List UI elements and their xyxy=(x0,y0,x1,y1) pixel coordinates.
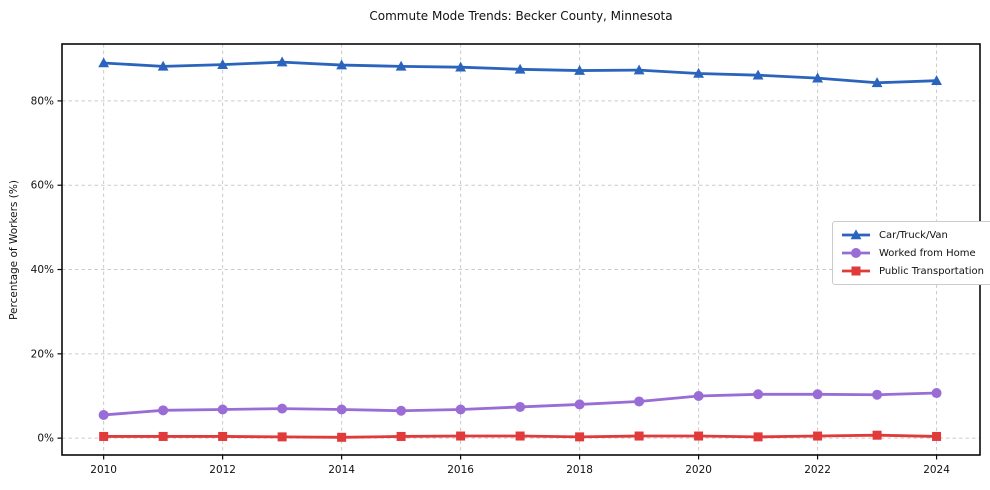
x-tick-label: 2022 xyxy=(804,464,831,476)
y-tick-label: 0% xyxy=(37,433,54,445)
legend-circle-marker-icon xyxy=(842,248,870,258)
data-point-triangle xyxy=(276,56,288,67)
chart-title: Commute Mode Trends: Becker County, Minn… xyxy=(369,9,673,23)
data-point-triangle xyxy=(752,69,764,80)
data-point-triangle xyxy=(157,60,169,71)
data-point-triangle xyxy=(514,63,526,74)
x-tick-label: 2014 xyxy=(328,464,355,476)
data-point-circle xyxy=(851,248,861,258)
y-tick-label: 20% xyxy=(31,348,54,360)
data-point-circle xyxy=(812,389,823,400)
data-point-square xyxy=(99,431,109,441)
data-point-square xyxy=(872,430,882,440)
data-point-circle xyxy=(98,409,109,420)
data-point-square xyxy=(932,431,942,441)
data-point-circle xyxy=(574,399,585,410)
data-point-square xyxy=(694,431,704,441)
data-point-circle xyxy=(277,403,288,414)
data-point-triangle xyxy=(812,72,823,83)
data-point-triangle xyxy=(633,64,645,75)
data-point-square xyxy=(753,432,763,442)
x-tick-label: 2016 xyxy=(447,464,474,476)
legend-item-car-truck-van: Car/Truck/Van xyxy=(841,228,984,242)
y-tick-label: 60% xyxy=(31,180,54,192)
data-point-square xyxy=(218,431,228,441)
data-point-circle xyxy=(158,405,169,416)
data-point-triangle xyxy=(217,59,229,69)
x-tick-label: 2020 xyxy=(685,464,712,476)
data-point-square xyxy=(277,432,287,442)
data-point-circle xyxy=(872,389,883,400)
legend-label: Car/Truck/Van xyxy=(879,229,948,241)
data-point-square xyxy=(851,266,861,276)
x-tick-label: 2018 xyxy=(566,464,593,476)
data-point-circle xyxy=(693,390,704,401)
data-point-circle xyxy=(217,404,228,415)
data-point-triangle xyxy=(574,64,586,75)
data-point-square xyxy=(813,431,823,441)
data-point-triangle xyxy=(455,61,467,72)
data-point-circle xyxy=(396,405,407,416)
data-point-square xyxy=(158,431,168,441)
data-point-triangle xyxy=(931,75,942,85)
x-tick-label: 2010 xyxy=(90,464,117,476)
data-point-circle xyxy=(634,396,645,407)
data-point-square xyxy=(575,432,585,442)
data-point-circle xyxy=(931,388,942,399)
data-point-triangle xyxy=(871,77,883,88)
data-point-triangle xyxy=(98,57,110,68)
data-point-triangle xyxy=(336,59,348,70)
data-point-square xyxy=(337,432,347,442)
data-point-square xyxy=(634,431,644,441)
data-point-square xyxy=(396,431,406,441)
data-point-square xyxy=(456,431,466,441)
data-point-circle xyxy=(336,404,347,415)
data-point-triangle xyxy=(693,67,704,78)
y-tick-label: 80% xyxy=(31,95,54,107)
data-point-circle xyxy=(753,389,764,400)
data-point-square xyxy=(515,431,525,441)
legend-label: Worked from Home xyxy=(879,247,976,259)
data-point-circle xyxy=(515,401,526,412)
data-point-circle xyxy=(455,404,466,415)
legend-label: Public Transportation xyxy=(879,265,984,277)
data-point-triangle xyxy=(850,229,862,240)
legend-square-marker-icon xyxy=(842,266,870,276)
legend-triangle-marker-icon xyxy=(842,229,870,240)
x-tick-label: 2012 xyxy=(209,464,236,476)
legend-item-public-transportation: Public Transportation xyxy=(841,264,984,278)
y-tick-label: 40% xyxy=(31,264,54,276)
legend-item-worked-from-home: Worked from Home xyxy=(841,246,984,260)
legend: Car/Truck/Van Worked from Home Public Tr… xyxy=(832,221,990,285)
x-tick-label: 2024 xyxy=(923,464,950,476)
data-point-triangle xyxy=(395,60,407,71)
